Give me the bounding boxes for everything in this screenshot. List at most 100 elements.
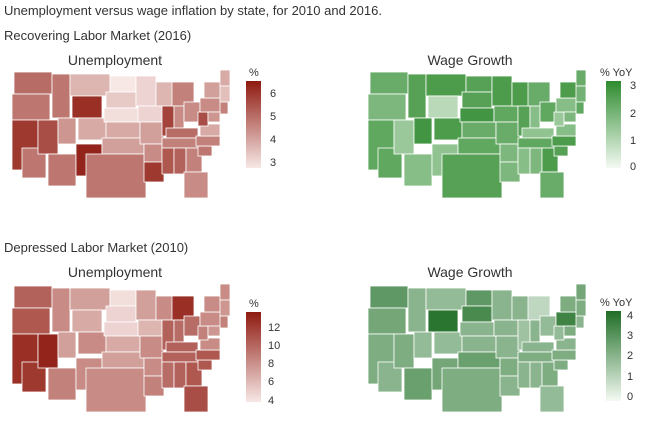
legend-tick: 4 [270, 134, 277, 146]
state-shape [165, 341, 199, 353]
legend-tick: 0 [627, 391, 634, 403]
us-map-unemployment-2016 [11, 69, 231, 199]
state-shape [109, 289, 137, 307]
state-shape [199, 123, 221, 137]
state-shape [433, 331, 463, 355]
state-shape [369, 285, 409, 309]
state-shape [551, 135, 577, 147]
state-shape [71, 309, 103, 333]
legend-colorbar-wage-growth-2016 [606, 81, 621, 168]
state-shape [69, 73, 111, 97]
state-shape [521, 127, 555, 139]
state-shape [575, 69, 587, 87]
state-shape [105, 305, 137, 323]
state-shape [109, 75, 137, 93]
state-shape [427, 95, 459, 119]
state-shape [197, 359, 213, 371]
state-shape [47, 367, 77, 401]
state-shape [457, 137, 501, 155]
section-title-2016: Recovering Labor Market (2016) [4, 28, 192, 43]
state-shape [11, 93, 51, 121]
state-shape [71, 95, 103, 119]
state-shape [197, 111, 209, 127]
state-shape [37, 333, 59, 369]
state-shape [575, 101, 585, 115]
state-shape [563, 325, 577, 337]
state-shape [77, 117, 107, 141]
state-shape [199, 337, 221, 351]
state-shape [495, 335, 521, 359]
state-shape [555, 123, 577, 137]
legend-tick: 6 [270, 88, 277, 100]
panel-title-unemployment-2010: Unemployment [67, 264, 163, 280]
state-shape [459, 321, 495, 337]
legend-title-wage-growth-2010: % YoY [600, 297, 633, 309]
legend-colorbar-unemployment-2016 [246, 81, 261, 168]
state-shape [13, 285, 53, 309]
state-shape [85, 367, 147, 413]
state-shape [575, 315, 585, 329]
state-shape [135, 289, 157, 321]
state-shape [137, 105, 163, 123]
state-shape [413, 117, 433, 145]
state-shape [173, 319, 185, 343]
state-shape [143, 375, 165, 397]
state-shape [69, 287, 111, 311]
panel-title-wage-growth-2010: Wage Growth [427, 264, 513, 280]
state-shape [425, 73, 467, 97]
legend-tick: 1 [630, 135, 637, 147]
state-shape [551, 349, 577, 361]
state-shape [413, 331, 433, 359]
state-shape [195, 349, 221, 361]
state-shape [57, 117, 77, 145]
legend-title-wage-growth-2016: % YoY [600, 67, 633, 79]
state-shape [105, 335, 141, 353]
state-shape [539, 385, 565, 413]
legend-tick: 6 [268, 376, 275, 388]
legend-tick: 10 [268, 340, 281, 352]
state-shape [161, 361, 175, 389]
state-shape [461, 121, 497, 139]
state-shape [517, 147, 531, 175]
state-shape [161, 137, 199, 149]
state-shape [517, 351, 555, 363]
state-shape [553, 359, 569, 371]
state-shape [367, 93, 407, 121]
state-shape [173, 105, 185, 129]
state-shape [105, 121, 141, 139]
state-shape [461, 335, 497, 353]
state-shape [139, 121, 165, 145]
legend-tick: 2 [630, 108, 637, 120]
state-shape [161, 351, 199, 363]
state-shape [11, 307, 51, 335]
state-shape [369, 71, 409, 95]
state-shape [441, 367, 503, 413]
legend-tick: 1 [627, 371, 634, 383]
state-shape [13, 71, 53, 95]
legend-tick: 4 [627, 310, 634, 322]
state-shape [47, 153, 77, 187]
state-shape [195, 135, 221, 147]
state-shape [517, 137, 555, 149]
panel-title-unemployment-2016: Unemployment [67, 52, 163, 68]
state-shape [511, 81, 531, 107]
state-shape [499, 375, 521, 397]
state-shape [57, 331, 77, 359]
state-shape [465, 75, 493, 93]
state-shape [173, 361, 187, 389]
state-shape [155, 81, 175, 107]
legend-title-unemployment-2010: % [249, 298, 259, 310]
state-shape [161, 147, 175, 175]
state-shape [135, 75, 157, 107]
state-shape [219, 69, 231, 87]
state-shape [499, 161, 521, 183]
state-shape [521, 341, 555, 353]
panel-title-wage-growth-2016: Wage Growth [427, 52, 513, 68]
state-shape [85, 153, 147, 199]
state-shape [219, 85, 231, 103]
state-shape [529, 105, 541, 129]
state-shape [459, 107, 495, 123]
legend-tick: 4 [268, 395, 275, 407]
state-shape [105, 91, 137, 109]
state-shape [529, 147, 543, 175]
